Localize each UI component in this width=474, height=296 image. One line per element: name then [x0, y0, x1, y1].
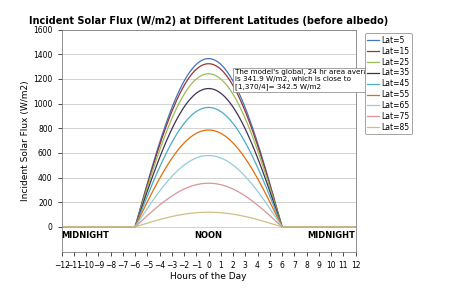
Lat=85 [194, 211, 200, 214]
Lat=25 [59, 225, 64, 229]
Lat=75 [194, 183, 200, 186]
Text: MIDNIGHT: MIDNIGHT [62, 231, 109, 240]
Lat=45 [74, 225, 80, 229]
Lat=35 [344, 225, 350, 229]
Lat=55 [201, 128, 207, 132]
Legend: Lat=5, Lat=15, Lat=25, Lat=35, Lat=45, Lat=55, Lat=65, Lat=75, Lat=85: Lat=5, Lat=15, Lat=25, Lat=35, Lat=45, L… [365, 33, 412, 134]
Lat=35 [59, 225, 64, 229]
Lat=85 [59, 225, 64, 229]
Lat=35 [201, 87, 207, 91]
Lat=35 [344, 225, 350, 229]
Lat=65 [194, 156, 200, 160]
Line: Lat=85: Lat=85 [62, 212, 356, 227]
Lat=15 [344, 225, 350, 229]
Lat=15 [344, 225, 350, 229]
Lat=5 [74, 225, 80, 229]
Lat=65 [353, 225, 358, 229]
Lat=85 [353, 225, 358, 229]
Lat=25 [194, 77, 200, 81]
X-axis label: Hours of the Day: Hours of the Day [170, 272, 247, 281]
Line: Lat=45: Lat=45 [62, 107, 356, 227]
Lat=15 [206, 62, 211, 65]
Lat=5 [344, 225, 350, 229]
Text: MIDNIGHT: MIDNIGHT [308, 231, 356, 240]
Lat=85 [74, 225, 80, 229]
Lat=15 [74, 225, 80, 229]
Lat=55 [74, 225, 80, 229]
Lat=75 [353, 225, 358, 229]
Lat=75 [59, 225, 64, 229]
Lat=65 [206, 154, 211, 157]
Text: NOON: NOON [194, 231, 223, 240]
Lat=65 [344, 225, 350, 229]
Lat=5 [194, 62, 200, 66]
Lat=55 [59, 225, 64, 229]
Lat=35 [194, 91, 200, 95]
Lat=75 [290, 225, 296, 229]
Title: Incident Solar Flux (W/m2) at Different Latitudes (before albedo): Incident Solar Flux (W/m2) at Different … [29, 16, 388, 26]
Lat=55 [344, 225, 350, 229]
Line: Lat=25: Lat=25 [62, 74, 356, 227]
Line: Lat=5: Lat=5 [62, 59, 356, 227]
Lat=45 [290, 225, 296, 229]
Lat=45 [59, 225, 64, 229]
Lat=65 [290, 225, 296, 229]
Lat=75 [344, 225, 350, 229]
Lat=35 [206, 87, 211, 90]
Lat=35 [74, 225, 80, 229]
Lat=55 [290, 225, 296, 229]
Lat=45 [353, 225, 358, 229]
Text: The model's global, 24 hr area average
is 341.9 W/m2, which is close to
[1,370/4: The model's global, 24 hr area average i… [236, 69, 377, 90]
Y-axis label: Incident Solar Flux (W/m2): Incident Solar Flux (W/m2) [21, 80, 30, 201]
Lat=5 [344, 225, 350, 229]
Line: Lat=55: Lat=55 [62, 130, 356, 227]
Lat=55 [353, 225, 358, 229]
Lat=15 [201, 62, 207, 66]
Lat=85 [344, 225, 350, 229]
Lat=55 [194, 131, 200, 135]
Lat=15 [353, 225, 358, 229]
Lat=85 [201, 210, 207, 214]
Line: Lat=35: Lat=35 [62, 89, 356, 227]
Lat=75 [206, 181, 211, 185]
Lat=35 [353, 225, 358, 229]
Lat=45 [206, 106, 211, 109]
Lat=25 [290, 225, 296, 229]
Lat=45 [194, 110, 200, 113]
Lat=5 [201, 57, 207, 61]
Lat=15 [59, 225, 64, 229]
Lat=85 [206, 210, 211, 214]
Lat=65 [74, 225, 80, 229]
Lat=35 [290, 225, 296, 229]
Lat=75 [74, 225, 80, 229]
Lat=25 [353, 225, 358, 229]
Lat=25 [74, 225, 80, 229]
Lat=65 [344, 225, 350, 229]
Lat=15 [194, 67, 200, 71]
Line: Lat=65: Lat=65 [62, 155, 356, 227]
Lat=5 [353, 225, 358, 229]
Lat=65 [59, 225, 64, 229]
Lat=45 [201, 106, 207, 110]
Lat=25 [201, 73, 207, 76]
Lat=45 [344, 225, 350, 229]
Lat=5 [206, 57, 211, 60]
Lat=85 [344, 225, 350, 229]
Lat=45 [344, 225, 350, 229]
Lat=5 [59, 225, 64, 229]
Lat=85 [290, 225, 296, 229]
Line: Lat=15: Lat=15 [62, 64, 356, 227]
Lat=65 [201, 154, 207, 157]
Lat=25 [206, 72, 211, 75]
Lat=15 [290, 225, 296, 229]
Lat=55 [344, 225, 350, 229]
Lat=25 [344, 225, 350, 229]
Lat=25 [344, 225, 350, 229]
Lat=75 [201, 181, 207, 185]
Lat=55 [206, 128, 211, 132]
Lat=5 [290, 225, 296, 229]
Lat=75 [344, 225, 350, 229]
Line: Lat=75: Lat=75 [62, 183, 356, 227]
